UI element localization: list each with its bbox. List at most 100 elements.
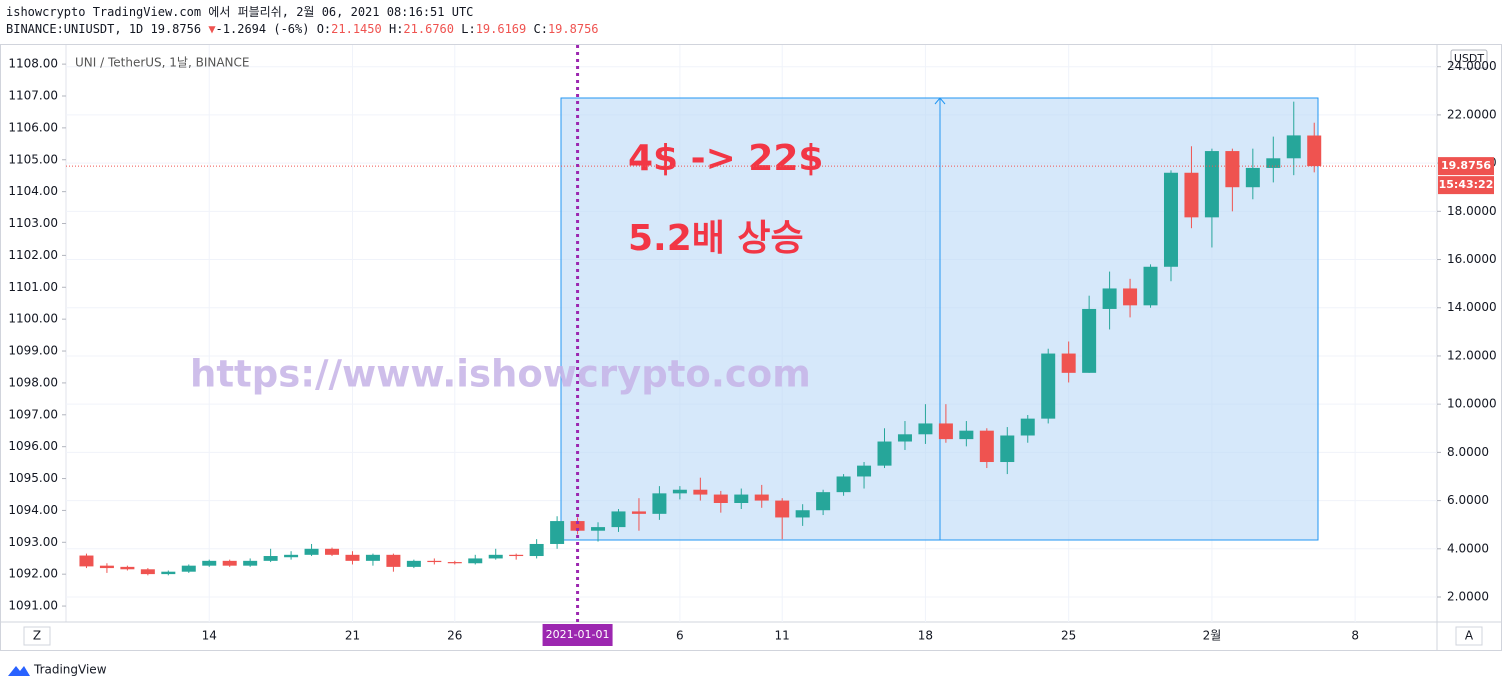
candle-body (1061, 353, 1076, 373)
candle-body (447, 562, 462, 564)
candle-body (468, 558, 483, 564)
y2-tick-label: 4.0000 (1447, 541, 1489, 555)
y-tick-label: 1101.00 (8, 280, 58, 294)
y-tick-label: 1107.00 (8, 89, 58, 103)
candle-body (1204, 151, 1219, 218)
candle-body (1266, 158, 1281, 168)
y-tick-label: 1098.00 (8, 375, 58, 389)
l: 19.6169 (475, 22, 527, 36)
candle-body (488, 554, 503, 559)
y2-tick-label: 12.0000 (1447, 348, 1497, 362)
candle-body (1286, 135, 1301, 159)
candle-body (263, 556, 278, 561)
x-tick-label: 14 (202, 629, 217, 643)
candle-body (99, 565, 114, 569)
currency-box (1450, 49, 1488, 69)
publish-line: ishowcrypto TradingView.com 에서 퍼블리쉬, 2월 … (6, 5, 474, 19)
y-tick-label: 1105.00 (8, 152, 58, 166)
annotation: 4$ -> 22$ (628, 138, 823, 179)
candle-body (345, 554, 360, 561)
candle-body (1000, 435, 1015, 463)
candle-body (1163, 172, 1178, 267)
candle-body (1082, 308, 1097, 373)
last-price: 19.8756 (1441, 159, 1491, 172)
y-tick-label: 1092.00 (8, 567, 58, 581)
candle-body (325, 548, 340, 555)
candle-body (161, 571, 176, 575)
currency: USDT (1454, 52, 1485, 65)
candle-body (1225, 151, 1240, 188)
y2-tick-label: 18.0000 (1447, 204, 1497, 218)
y-tick-label: 1097.00 (8, 407, 58, 421)
candle-body (836, 476, 851, 493)
candle-body (652, 493, 667, 514)
candle-body (1041, 353, 1056, 419)
candle-body (140, 569, 155, 575)
candle-body (222, 560, 237, 566)
y2-tick-label: 2.0000 (1447, 590, 1489, 604)
countdown: 15:43:22 (1439, 178, 1494, 191)
y2-tick-label: 6.0000 (1447, 493, 1489, 507)
candle-body (775, 500, 790, 518)
candle-body (120, 566, 135, 570)
a-button[interactable] (1455, 626, 1483, 646)
x-tick-label: 8 (1351, 629, 1359, 643)
countdown-box (1438, 176, 1494, 195)
c: 19.8756 (547, 22, 599, 36)
candle-body (181, 565, 196, 572)
watermark: https://www.ishowcrypto.com (190, 353, 811, 396)
h: 21.6760 (403, 22, 454, 36)
candle-body (1102, 288, 1117, 309)
y2-tick-label: 8.0000 (1447, 445, 1489, 459)
y-tick-label: 1095.00 (8, 471, 58, 485)
candle-body (406, 560, 421, 567)
candle-body (631, 511, 646, 514)
z-button[interactable] (23, 626, 51, 646)
candle-body (754, 494, 769, 501)
candle-body (365, 554, 380, 561)
candle-body (816, 492, 831, 511)
symbol: BINANCE:UNIUSDT, 1D 19.8756 (6, 22, 202, 36)
candle-body (591, 527, 606, 531)
y-tick-label: 1099.00 (8, 344, 58, 358)
z-label[interactable]: Z (33, 629, 41, 643)
y-tick-label: 1106.00 (8, 120, 58, 134)
candle-body (304, 548, 319, 555)
candle-body (243, 560, 258, 566)
candle-body (693, 489, 708, 495)
o-label: O: (316, 22, 332, 36)
candle-body (509, 554, 524, 557)
y-tick-label: 1091.00 (8, 599, 58, 613)
annotation: 5.2배 상승 (628, 218, 804, 259)
l-label: L: (461, 22, 476, 36)
y-tick-label: 1102.00 (8, 248, 58, 262)
candle-body (897, 434, 912, 442)
change: -1.2694 (-6%) (215, 22, 310, 36)
y2-tick-label: 22.0000 (1447, 107, 1497, 121)
candle-body (857, 465, 872, 477)
x-tick-label: 26 (447, 629, 462, 643)
chart-title: UNI / TetherUS, 1날, BINANCE (75, 56, 250, 70)
candle-body (550, 521, 565, 544)
candle-body (959, 430, 974, 440)
y-tick-label: 1096.00 (8, 439, 58, 453)
ohlc-line: BINANCE:UNIUSDT, 1D 19.8756 ▼-1.2694 (-6… (6, 21, 599, 38)
header: ishowcrypto TradingView.com 에서 퍼블리쉬, 2월 … (6, 4, 599, 38)
candle-body (1245, 167, 1260, 188)
y2-tick-label: 10.0000 (1447, 397, 1497, 411)
arrow-head (934, 97, 946, 105)
x-tick-label: 18 (918, 629, 933, 643)
crosshair-label: 2021-01-01 (546, 628, 610, 641)
candle-body (1307, 135, 1322, 167)
frame (0, 44, 1502, 651)
y-tick-label: 1093.00 (8, 535, 58, 549)
x-tick-label: 6 (676, 629, 684, 643)
candle-body (79, 555, 94, 567)
o: 21.1450 (331, 22, 382, 36)
y-tick-label: 1103.00 (8, 216, 58, 230)
a-label[interactable]: A (1465, 629, 1474, 643)
y2-tick-label: 14.0000 (1447, 300, 1497, 314)
y-tick-label: 1094.00 (8, 503, 58, 517)
